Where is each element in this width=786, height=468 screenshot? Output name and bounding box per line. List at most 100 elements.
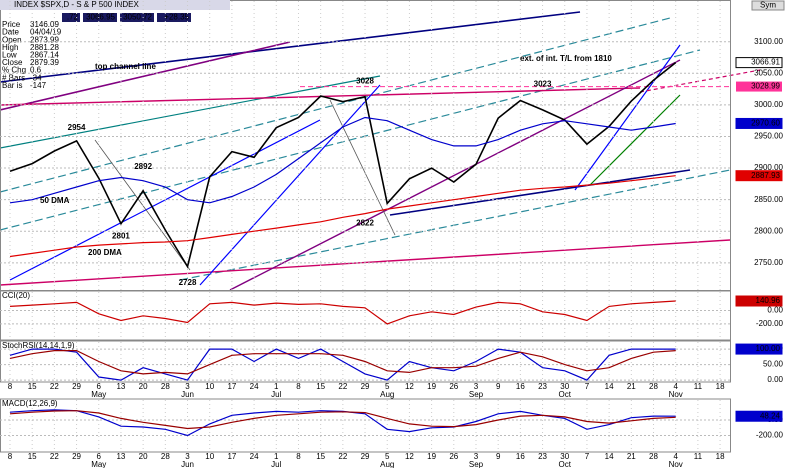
month-label: Jun [181,390,194,399]
pivot-label: 2892 [134,162,152,171]
trend-line [0,75,381,149]
y-tick-label: 3100.00 [754,37,783,46]
x-tick-label: 12 [405,382,414,391]
panel-title: MACD(12,26,9) [2,399,58,408]
x-tick-label: 22 [338,382,347,391]
series-line [9,410,676,430]
x-tick-label: 30 [560,452,569,461]
y-tick-label: 2800.00 [754,226,783,235]
x-tick-label: 10 [205,382,214,391]
x-tick-label: 4 [673,382,678,391]
x-tick-label: 26 [449,382,458,391]
x-tick-label: 29 [72,382,81,391]
x-tick-label: 28 [161,382,170,391]
x-tick-label: 3 [474,452,479,461]
trend-line [389,169,691,216]
x-tick-label: 24 [250,452,259,461]
series-label: 50 DMA [40,196,70,205]
x-tick-label: 13 [116,382,125,391]
readout-box [157,13,191,22]
series-line [9,116,676,204]
series-line [9,350,676,375]
month-label: May [91,390,106,399]
x-tick-label: 11 [694,382,703,391]
readout-box [62,13,80,22]
month-label: Jul [271,460,281,468]
x-tick-label: 5 [385,452,390,461]
info-value: 2867.14 [30,51,59,60]
month-label: Jul [271,390,281,399]
month-label: May [91,460,106,468]
x-tick-label: 22 [338,452,347,461]
value-tag [735,170,783,182]
annotation: top channel line [95,62,156,71]
x-tick-label: 28 [649,452,658,461]
value-tag-label: 100.00 [756,344,781,353]
x-tick-label: 9 [496,452,501,461]
x-tick-label: 20 [139,382,148,391]
x-tick-label: 13 [116,452,125,461]
x-tick-label: 29 [72,452,81,461]
y-tick-label: 0.00 [767,375,783,384]
x-tick-label: 3 [185,382,190,391]
pivot-label: 3023 [534,79,552,88]
x-tick-label: 4 [673,452,678,461]
value-tag [735,117,783,129]
info-value: 2881.28 [30,43,59,52]
x-tick-label: 22 [50,452,59,461]
pivot-label: 2954 [68,123,86,132]
x-tick-label: 15 [28,452,37,461]
x-tick-label: 30 [560,382,569,391]
readout: 3050.72 [123,13,152,22]
x-tick-label: 3 [474,382,479,391]
x-tick-label: 20 [139,452,148,461]
x-tick-label: 15 [316,382,325,391]
value-tag [735,295,783,307]
info-value: 04/04/19 [30,28,62,37]
x-tick-label: 29 [361,382,370,391]
info-value: -147 [30,81,47,90]
x-tick-label: 6 [97,382,102,391]
x-tick-label: 19 [427,382,436,391]
panel-borders [0,0,731,453]
trend-line [94,139,191,271]
x-tick-label: 18 [716,382,725,391]
x-tick-label: 23 [538,452,547,461]
pivot-label: 2822 [356,218,374,227]
info-label: # Bars [2,73,25,82]
x-tick-label: 21 [627,382,636,391]
trend-line [0,41,291,111]
symbol-button-label[interactable]: Sym [760,1,776,10]
x-tick-label: 28 [161,452,170,461]
x-tick-label: 8 [296,382,301,391]
y-tick-label: 2900.00 [754,163,783,172]
x-tick-label: 11 [694,452,703,461]
month-label: Oct [559,390,572,399]
panel-border [0,398,731,453]
x-tick-label: 26 [449,452,458,461]
symbol-button[interactable] [751,0,785,11]
y-tick-label: -200.00 [756,319,784,328]
info-value: 2873.99 [30,35,59,44]
x-tick-label: 8 [8,382,13,391]
x-tick-label: 15 [316,452,325,461]
value-tag-label: 2970.60 [751,119,780,128]
value-tag [735,57,783,69]
info-value: 2879.39 [30,58,59,67]
trend-line [574,44,681,191]
info-label: % Chg [2,66,26,75]
x-tick-label: 21 [627,452,636,461]
month-label: Jun [181,460,194,468]
value-tag-label: 3066.91 [751,58,780,67]
x-tick-label: 7 [585,452,590,461]
info-label: Price [2,20,21,29]
y-tick-label: 2750.00 [754,258,783,267]
x-tick-label: 5 [385,382,390,391]
x-tick-label: 23 [538,382,547,391]
info-label: High [2,43,18,52]
axis-row [0,383,730,398]
info-label: Low [2,51,17,60]
readout-box [83,13,117,22]
x-tick-label: 1 [274,382,279,391]
value-tag [735,410,783,422]
